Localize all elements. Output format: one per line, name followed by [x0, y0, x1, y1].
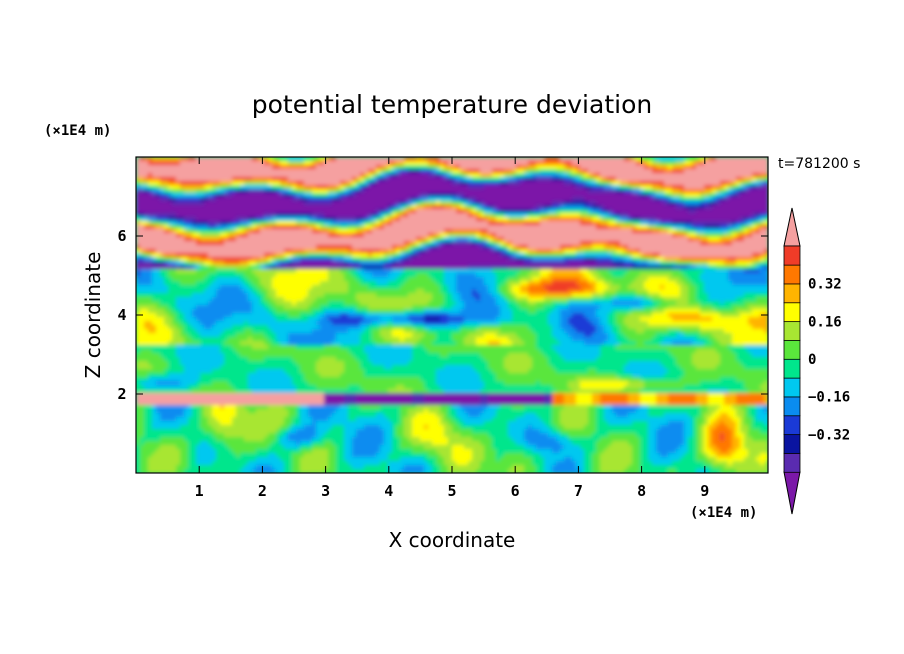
- y-unit-label: (×1E4 m): [44, 123, 111, 139]
- colorbar-bin: [783, 302, 801, 323]
- y-tick-label: 6: [117, 227, 126, 245]
- x-tick-label: 5: [447, 482, 456, 500]
- x-axis-label: X coordinate: [389, 528, 516, 552]
- colorbar: 0.32 0.16 0 −0.16 −0.32: [783, 207, 850, 515]
- y-tick-label: 4: [117, 306, 126, 324]
- colorbar-label: 0.16: [808, 314, 842, 330]
- x-tick-label: 1: [195, 482, 204, 500]
- colorbar-bin: [783, 377, 801, 398]
- heatmap-field: [136, 157, 768, 473]
- x-tick-label: 7: [574, 482, 583, 500]
- x-tick-label: 3: [321, 482, 330, 500]
- colorbar-bin: [783, 433, 801, 454]
- colorbar-bin: [783, 245, 801, 266]
- colorbar-bin: [783, 396, 801, 417]
- colorbar-label: −0.32: [808, 427, 850, 443]
- colorbar-bin: [783, 283, 801, 304]
- chart-title: potential temperature deviation: [252, 90, 652, 119]
- x-tick-label: 8: [637, 482, 646, 500]
- colorbar-label: 0.32: [808, 277, 842, 293]
- colorbar-bin: [783, 339, 801, 360]
- colorbar-bin: [783, 415, 801, 436]
- colorbar-label: −0.16: [808, 390, 850, 406]
- colorbar-bin: [783, 264, 801, 285]
- colorbar-extend-high: [783, 207, 801, 247]
- x-unit-label: (×1E4 m): [690, 505, 757, 521]
- colorbar-label: 0: [808, 352, 816, 368]
- x-tick-label: 4: [384, 482, 393, 500]
- time-label: t=781200 s: [778, 156, 860, 172]
- y-tick-label: 2: [117, 385, 126, 403]
- colorbar-extend-low: [783, 471, 801, 515]
- x-axis: 1 2 3 4 5 6 7 8 9: [195, 157, 709, 500]
- colorbar-bin: [783, 358, 801, 379]
- colorbar-bin: [783, 320, 801, 341]
- y-axis-label: Z coordinate: [81, 252, 105, 379]
- x-tick-label: 6: [511, 482, 520, 500]
- field-cells: [136, 157, 768, 473]
- x-tick-label: 2: [258, 482, 267, 500]
- colorbar-bin: [783, 452, 801, 473]
- y-axis: 2 4 6: [117, 227, 768, 403]
- x-tick-label: 9: [700, 482, 709, 500]
